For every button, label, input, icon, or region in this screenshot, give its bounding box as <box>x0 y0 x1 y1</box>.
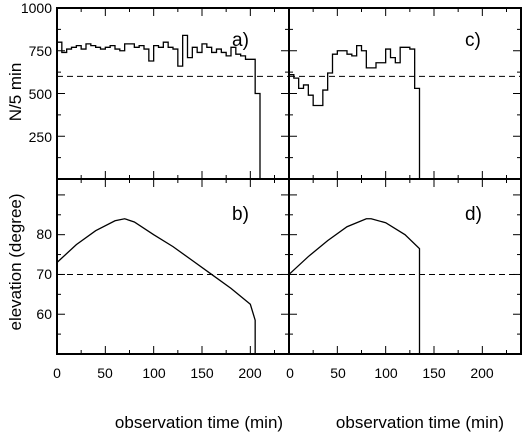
x-tick-label-left-150: 150 <box>190 365 214 381</box>
frame-panel-a <box>56 7 290 180</box>
frame-panel-b <box>56 178 290 355</box>
y-tick-label-top-750: 750 <box>29 43 53 59</box>
panel-label-d: d) <box>465 204 482 225</box>
x-tick-label-right-50: 50 <box>330 365 346 381</box>
panel-label-c: c) <box>465 30 481 51</box>
x-tick-label-right-150: 150 <box>422 365 446 381</box>
x-tick-label-left-50: 50 <box>97 365 113 381</box>
tick-marks <box>56 8 521 354</box>
x-tick-label-left-0: 0 <box>53 365 61 381</box>
series-line-panel-b <box>56 218 256 354</box>
series-line-panel-d <box>288 218 421 354</box>
chart-marks <box>56 34 521 354</box>
y-tick-label-bottom-60: 60 <box>36 306 52 322</box>
y-axis-label-top: N/5 min <box>6 63 25 122</box>
y-tick-label-top-250: 250 <box>29 129 53 145</box>
x-axis-label-left: observation time (min) <box>115 413 283 432</box>
y-tick-label-bottom-70: 70 <box>36 266 52 282</box>
x-tick-label-right-0: 0 <box>286 365 294 381</box>
frame-panel-d <box>288 178 522 355</box>
x-axis-label-right: observation time (min) <box>336 413 504 432</box>
y-tick-label-top-1000: 1000 <box>21 0 52 16</box>
y-tick-label-bottom-80: 80 <box>36 226 52 242</box>
panel-label-a: a) <box>232 30 249 51</box>
series-line-panel-c <box>289 44 421 179</box>
x-tick-label-right-100: 100 <box>374 365 398 381</box>
y-axis-label-bottom: elevation (degree) <box>6 193 25 330</box>
y-tick-label-top-500: 500 <box>29 86 53 102</box>
x-tick-label-right-200: 200 <box>470 365 494 381</box>
frame-panel-c <box>288 7 522 180</box>
x-tick-label-left-200: 200 <box>238 365 262 381</box>
series-line-panel-a <box>57 34 261 179</box>
x-tick-label-left-100: 100 <box>142 365 166 381</box>
panel-label-b: b) <box>232 204 249 225</box>
